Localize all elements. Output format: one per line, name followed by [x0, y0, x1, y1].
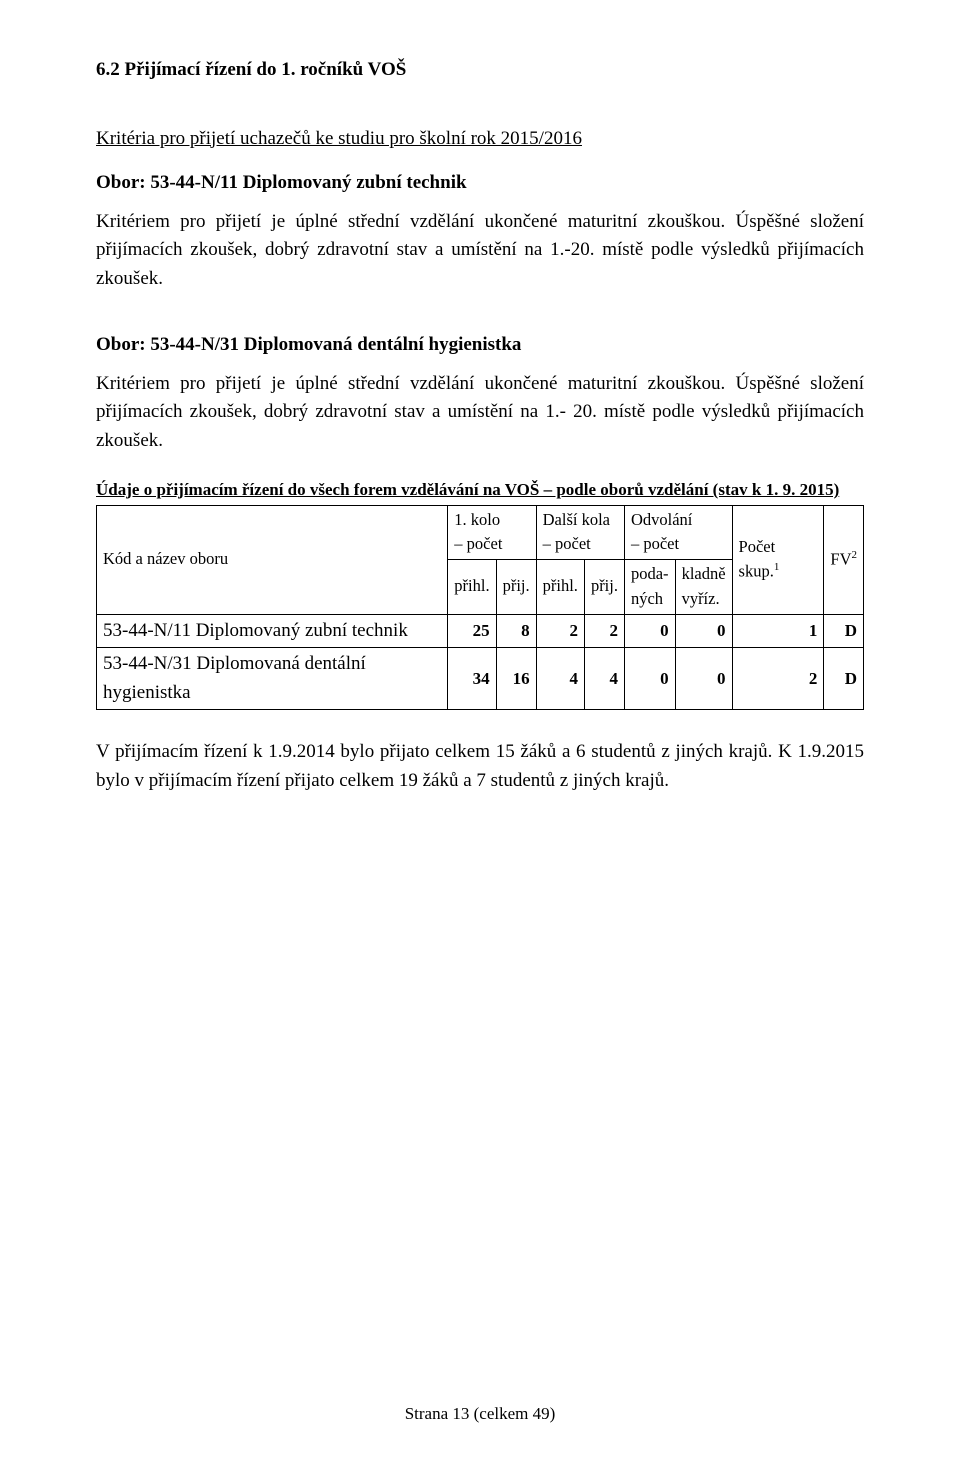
cell: 1 [732, 614, 824, 648]
colgroup-3: Odvolání – počet [624, 505, 732, 560]
cell: 4 [584, 648, 624, 710]
criteria-title: Kritéria pro přijetí uchazečů ke studiu … [96, 125, 864, 154]
page-footer: Strana 13 (celkem 49) [0, 1401, 960, 1427]
col4-sup: 1 [774, 561, 780, 573]
cell: 0 [675, 648, 732, 710]
table-header-row-1: Kód a název oboru 1. kolo – počet Další … [97, 505, 864, 560]
cell: 34 [448, 648, 496, 710]
colgroup-4: Počet skup.1 [732, 505, 824, 614]
colgroup-1: 1. kolo – počet [448, 505, 536, 560]
cell: 0 [624, 614, 675, 648]
subcol-3: přihl. [536, 560, 584, 615]
document-page: 6.2 Přijímací řízení do 1. ročníků VOŠ K… [0, 0, 960, 1466]
obor2-title: Obor: 53-44-N/31 Diplomovaná dentální hy… [96, 331, 864, 360]
row-label: 53-44-N/11 Diplomovaný zubní technik [97, 614, 448, 648]
subcol-4: přij. [584, 560, 624, 615]
cell: D [824, 614, 864, 648]
subcol-5: poda- ných [624, 560, 675, 615]
obor1-text: Kritériem pro přijetí je úplné střední v… [96, 208, 864, 294]
cell: 16 [496, 648, 536, 710]
subcol-2: přij. [496, 560, 536, 615]
section-heading: 6.2 Přijímací řízení do 1. ročníků VOŠ [96, 56, 864, 85]
colgroup-5: FV2 [824, 505, 864, 614]
cell: 0 [675, 614, 732, 648]
table-title: Údaje o přijímacím řízení do všech forem… [96, 477, 864, 503]
colgroup-2: Další kola – počet [536, 505, 624, 560]
col5-label: FV [830, 549, 851, 568]
obor2-text: Kritériem pro přijetí je úplné střední v… [96, 370, 864, 456]
table-row: 53-44-N/11 Diplomovaný zubní technik 25 … [97, 614, 864, 648]
closing-paragraph: V přijímacím řízení k 1.9.2014 bylo přij… [96, 738, 864, 795]
cell: D [824, 648, 864, 710]
cell: 25 [448, 614, 496, 648]
col5-sup: 2 [851, 549, 857, 561]
row-header-label: Kód a název oboru [97, 505, 448, 614]
cell: 2 [584, 614, 624, 648]
cell: 0 [624, 648, 675, 710]
row-label: 53-44-N/31 Diplomovaná dentální hygienis… [97, 648, 448, 710]
subcol-6: kladně vyříz. [675, 560, 732, 615]
admissions-table: Kód a název oboru 1. kolo – počet Další … [96, 505, 864, 711]
cell: 2 [536, 614, 584, 648]
table-row: 53-44-N/31 Diplomovaná dentální hygienis… [97, 648, 864, 710]
obor1-title: Obor: 53-44-N/11 Diplomovaný zubní techn… [96, 169, 864, 198]
cell: 2 [732, 648, 824, 710]
col4-label: Počet skup. [739, 537, 776, 581]
cell: 8 [496, 614, 536, 648]
subcol-1: přihl. [448, 560, 496, 615]
cell: 4 [536, 648, 584, 710]
